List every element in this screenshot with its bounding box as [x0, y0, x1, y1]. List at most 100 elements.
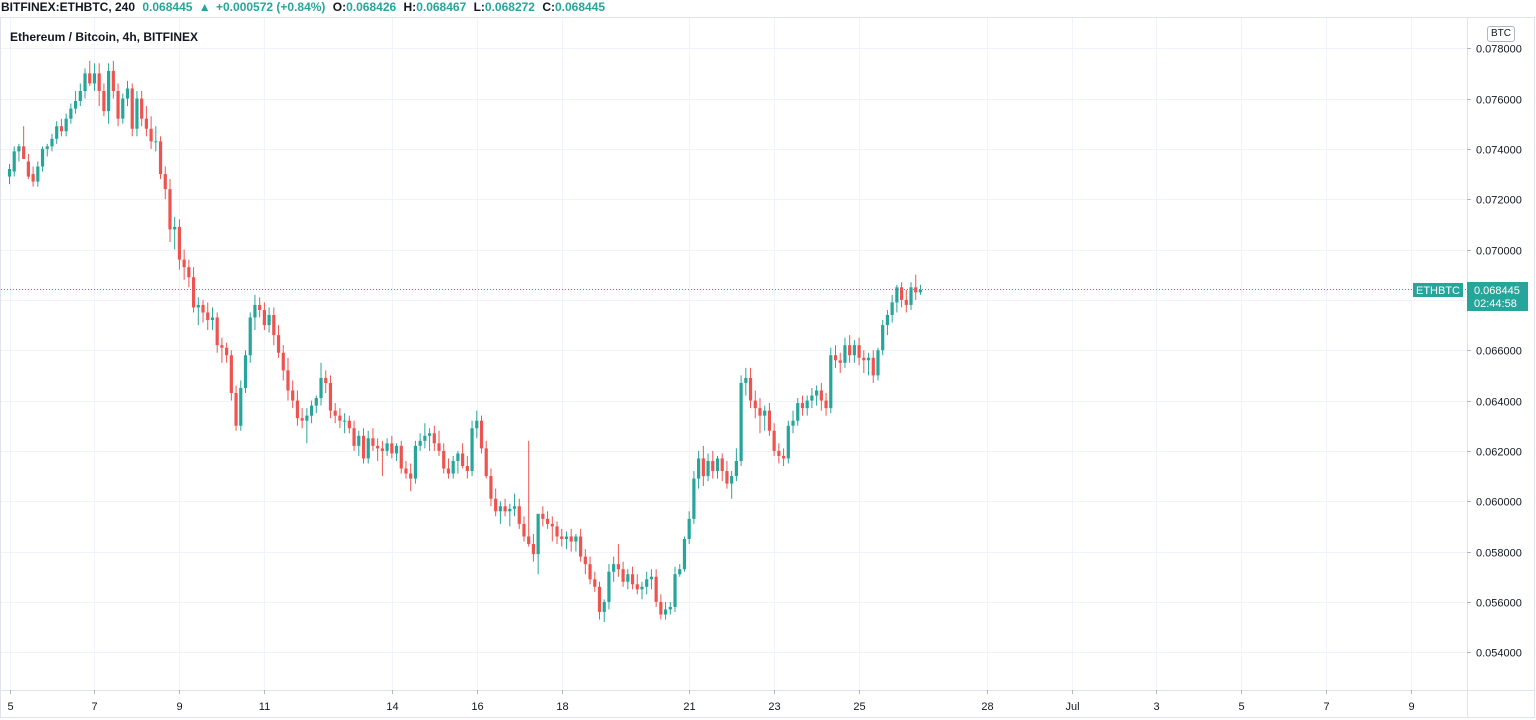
candle-up	[36, 161, 40, 187]
candle-up	[791, 410, 795, 434]
candle-up	[309, 400, 314, 424]
candle-body	[899, 287, 904, 300]
candle-body	[574, 536, 578, 542]
candle-body	[281, 352, 285, 371]
candle-down	[555, 521, 559, 545]
currency-button[interactable]: BTC	[1487, 26, 1515, 42]
candle-body	[234, 393, 238, 426]
candle-up	[357, 430, 361, 456]
candle-up	[715, 455, 720, 479]
y-tick-label: 0.064000	[1476, 397, 1522, 409]
candle-body	[121, 98, 125, 119]
candle-body	[678, 569, 682, 575]
candle-down	[635, 574, 639, 595]
candle-body	[673, 574, 677, 607]
candle-body	[314, 398, 318, 406]
candle-body	[107, 70, 111, 112]
candle-body	[909, 287, 913, 305]
candle-up	[83, 68, 87, 99]
candle-body	[630, 574, 635, 585]
candle-body	[291, 390, 295, 401]
candle-body	[253, 304, 257, 318]
y-tick-label: 0.060000	[1476, 497, 1522, 509]
y-tick-label: 0.074000	[1476, 145, 1522, 157]
candle-down	[97, 63, 101, 107]
candle-body	[763, 410, 767, 416]
x-tick-label: 25	[853, 701, 865, 713]
candle-body	[210, 317, 215, 321]
candle-up	[154, 126, 158, 152]
candle-down	[380, 440, 384, 477]
candle-down	[409, 463, 413, 492]
x-tick-label: 28	[981, 701, 993, 713]
candle-body	[78, 90, 82, 102]
candle-body	[612, 564, 616, 572]
candle-body	[31, 174, 35, 182]
x-tick-label: 3	[1153, 701, 1159, 713]
candle-down	[276, 325, 281, 358]
time-axis[interactable]: 5 7 9 11 14 16 18 21 23 25 28 Jul 3 5 7 9	[1, 690, 1534, 713]
candle-body	[475, 420, 479, 429]
candle-up	[427, 428, 432, 451]
price-tag: ETHBTC 0.068445 02:44:58	[1413, 282, 1528, 311]
candle-body	[239, 387, 243, 426]
candle-up	[815, 385, 819, 406]
candle-body	[55, 126, 59, 139]
candle-body	[739, 382, 743, 461]
candle-body	[173, 226, 177, 230]
price-tag-value: 0.068445	[1474, 285, 1520, 297]
candle-body	[890, 302, 894, 315]
price-axis[interactable]: 0.078000 0.076000 0.074000 0.072000 0.070000…	[1467, 18, 1522, 718]
candle-up	[7, 163, 12, 185]
candle-down	[654, 569, 658, 607]
candle-up	[678, 564, 682, 577]
candle-body	[97, 73, 101, 91]
candle-body	[815, 390, 819, 396]
candle-down	[857, 337, 861, 366]
candle-body	[781, 455, 786, 459]
change-up-icon: ▲	[198, 0, 211, 14]
candle-down	[593, 571, 597, 592]
y-tick-label: 0.072000	[1476, 195, 1522, 207]
candle-down	[291, 380, 295, 409]
y-tick-label: 0.076000	[1476, 95, 1522, 107]
candle-down	[711, 450, 715, 479]
candle-down	[494, 488, 498, 517]
candle-body	[26, 161, 30, 177]
candle-body	[876, 350, 880, 376]
candle-body	[593, 579, 597, 587]
candle-up	[890, 294, 894, 323]
candle-body	[309, 405, 314, 416]
candle-down	[871, 350, 875, 383]
candle-body	[432, 433, 436, 444]
candle-up	[423, 423, 427, 449]
high-value: 0.068467	[416, 0, 467, 14]
candle-body	[399, 445, 403, 469]
candle-up	[55, 121, 59, 144]
candle-down	[324, 370, 328, 394]
candle-down	[461, 443, 465, 469]
candle-down	[361, 428, 366, 464]
candle-down	[215, 312, 219, 353]
candle-body	[819, 390, 823, 401]
candle-down	[272, 307, 276, 346]
candle-body	[621, 569, 625, 582]
candle-body	[767, 410, 772, 431]
candle-up	[697, 450, 701, 489]
candle-down	[569, 528, 573, 552]
candle-up	[210, 307, 215, 331]
candle-up	[626, 569, 630, 590]
candle-body	[272, 314, 276, 336]
candle-body	[914, 287, 918, 293]
candle-body	[866, 357, 871, 361]
candle-down	[442, 443, 446, 474]
candle-down	[229, 350, 233, 401]
symbol-title[interactable]: BITFINEX:ETHBTC, 240	[1, 0, 136, 14]
candle-body	[659, 601, 663, 615]
candle-body	[140, 98, 144, 119]
y-tick-label: 0.078000	[1476, 44, 1522, 56]
chart-frame[interactable]	[0, 17, 1535, 718]
x-tick-label: 11	[259, 701, 270, 713]
candle-body	[111, 70, 115, 91]
